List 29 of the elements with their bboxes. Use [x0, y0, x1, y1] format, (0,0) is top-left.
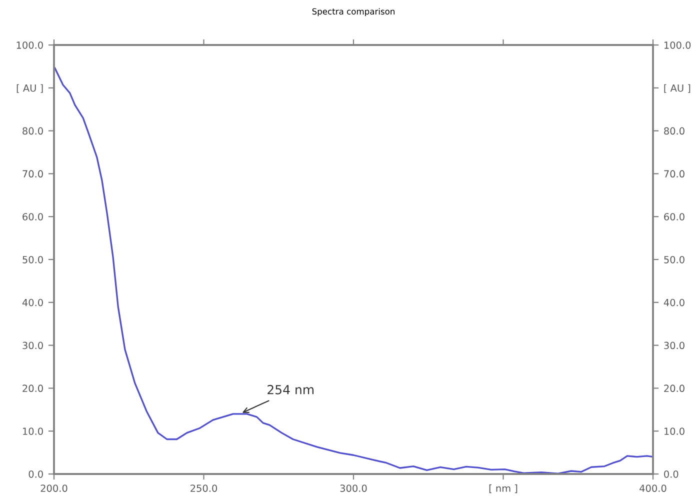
y-tick-label: 70.0 — [22, 170, 43, 178]
y2-tick-label: 0.0 — [664, 470, 678, 478]
x-tick-label: 300.0 — [340, 484, 367, 492]
chart-title: Spectra comparison — [312, 8, 394, 16]
y2-tick-label: 60.0 — [664, 213, 684, 220]
y-tick-label: 40.0 — [22, 298, 43, 306]
x-tick-label: 400.0 — [640, 484, 666, 492]
y2-tick-label: 70.0 — [664, 170, 684, 178]
y-tick-label: 30.0 — [22, 342, 43, 350]
y2-tick-label: 40.0 — [664, 298, 684, 306]
y2-tick-label: [ AU ] — [664, 84, 690, 93]
y2-tick-label: 20.0 — [664, 384, 684, 392]
y2-tick-label: 50.0 — [664, 256, 684, 264]
y-tick-label: 50.0 — [22, 256, 43, 264]
y-tick-label: 10.0 — [23, 428, 43, 435]
x-tick-label: [ nm ] — [489, 484, 518, 494]
y-tick-label: 100.0 — [16, 41, 43, 49]
y-tick-label: [ AU ] — [16, 84, 43, 93]
y-tick-label: 20.0 — [22, 384, 43, 392]
y-tick-label: 0.0 — [28, 470, 43, 478]
y2-tick-label: 30.0 — [664, 342, 684, 350]
y2-tick-label: 10.0 — [664, 428, 684, 435]
y-tick-label: 60.0 — [22, 213, 43, 220]
x-tick-label: 200.0 — [40, 484, 68, 492]
y2-tick-label: 80.0 — [664, 127, 684, 135]
y2-tick-label: 100.0 — [664, 41, 691, 49]
y-tick-label: 80.0 — [22, 127, 43, 135]
annotation: 254 nm — [268, 384, 314, 394]
x-tick-label: 250.0 — [190, 484, 218, 492]
